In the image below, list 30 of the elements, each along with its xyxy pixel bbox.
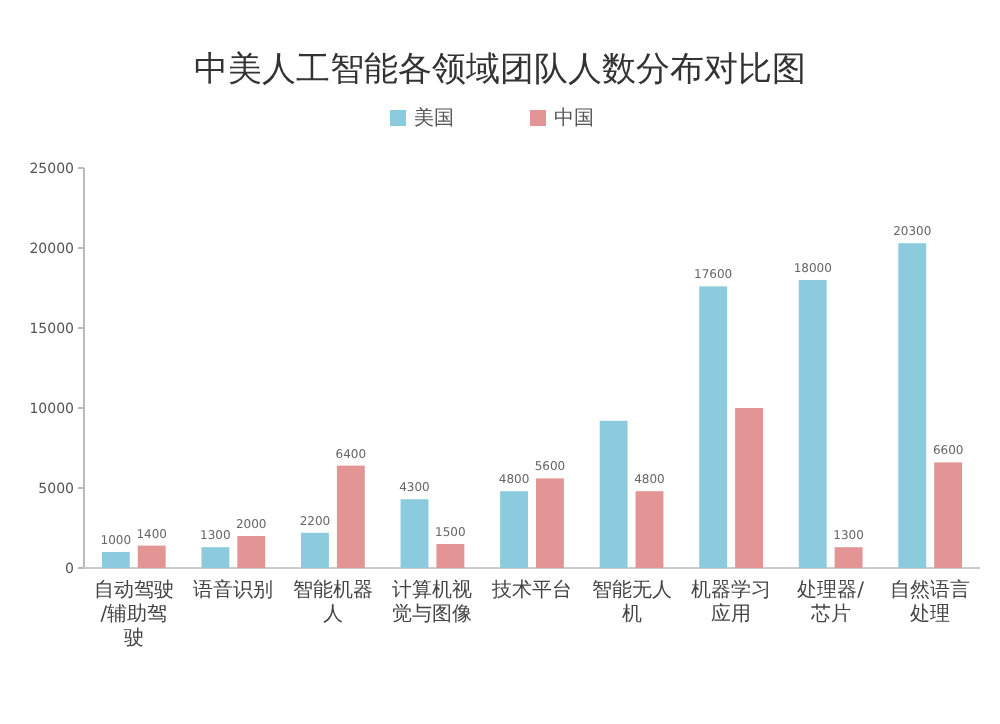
bar	[898, 243, 927, 568]
x-tick-label: 自动驾驶/辅助驾驶	[93, 578, 174, 650]
x-tick-label: 语音识别	[193, 578, 274, 602]
chart-title: 中美人工智能各领域团队人数分布对比图	[194, 50, 806, 90]
bar	[599, 420, 628, 568]
bar	[201, 547, 230, 568]
bar	[635, 491, 664, 568]
bar	[798, 280, 827, 568]
bar	[301, 532, 329, 568]
bar	[436, 544, 465, 568]
bar	[336, 465, 365, 568]
bar	[735, 408, 763, 568]
x-tick-label: 智能无人机	[591, 578, 672, 626]
x-tick-label: 处理器/芯片	[797, 578, 866, 626]
bar	[500, 491, 528, 568]
x-tick-label: 自然语言处理	[890, 578, 971, 626]
bar	[536, 478, 564, 568]
bar	[699, 286, 728, 568]
bar	[834, 547, 863, 568]
legend-label: 美国	[414, 106, 454, 130]
bar	[237, 536, 266, 568]
bar	[101, 552, 130, 568]
legend-label: 中国	[554, 106, 594, 130]
x-tick-label: 机器学习应用	[691, 578, 772, 626]
bar	[934, 462, 963, 568]
x-tick-label: 计算机视觉与图像	[392, 578, 473, 626]
bar	[400, 499, 429, 568]
bar	[137, 545, 166, 568]
x-tick-label: 技术平台	[490, 578, 572, 602]
x-tick-label: 智能机器人	[292, 578, 373, 626]
